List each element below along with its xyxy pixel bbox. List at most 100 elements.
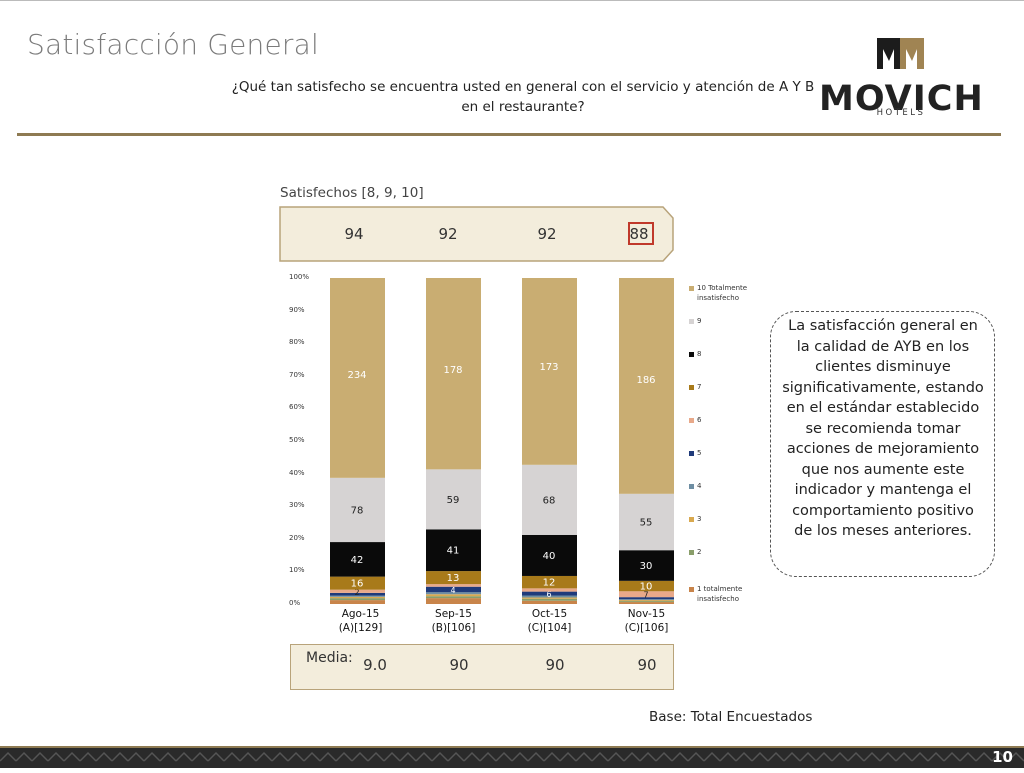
bar-segment — [330, 576, 385, 590]
x-tick-label: Sep-15 (B)[106] — [431, 608, 476, 634]
data-label: 68 — [543, 495, 556, 506]
legend-swatch — [689, 516, 694, 522]
data-label: 13 — [447, 573, 460, 584]
bar-segment — [426, 598, 481, 604]
satisfechos-value: 92 — [537, 225, 557, 243]
movich-logo: MOVICH HOTELS — [815, 35, 990, 125]
base-note: Base: Total Encuestados — [649, 709, 813, 725]
bar-segment — [522, 278, 577, 465]
data-label: 10 — [640, 582, 653, 593]
bar-segment — [522, 534, 577, 576]
data-label: 41 — [447, 546, 460, 557]
legend-swatch — [689, 285, 694, 291]
satisfechos-value: 92 — [438, 225, 458, 243]
legend-item: 1 totalmente insatisfecho — [689, 584, 757, 604]
page-title: Satisfacción General — [27, 28, 319, 61]
bar-segment — [426, 594, 481, 597]
y-tick-label: 0% — [289, 599, 301, 607]
y-tick-label: 90% — [289, 305, 305, 314]
bar-segment — [426, 571, 481, 585]
page-number: 10 — [992, 748, 1013, 766]
x-tick-label: Oct-15 (C)[104] — [527, 608, 572, 634]
bar-segment — [619, 493, 674, 551]
footer-pattern — [0, 746, 1024, 768]
legend-item: 3 — [689, 514, 701, 524]
bar-segment — [619, 599, 674, 601]
bar-segment — [330, 598, 385, 601]
bar-segment — [426, 596, 481, 599]
legend-label: 5 — [697, 449, 702, 457]
legend-label: 6 — [697, 416, 702, 424]
satisfechos-label: Satisfechos [8, 9, 10] — [280, 185, 424, 201]
y-tick-label: 50% — [289, 436, 305, 444]
legend-item: 9 — [689, 316, 701, 326]
legend-label: 7 — [697, 383, 702, 391]
data-label: 6 — [546, 590, 551, 599]
data-label: 59 — [447, 495, 460, 506]
y-tick-label: 20% — [289, 533, 305, 542]
highlight-box — [628, 222, 654, 245]
bar-segment — [619, 597, 674, 600]
y-tick-label: 60% — [289, 403, 305, 412]
legend-label: 10 Totalmente insatisfecho — [697, 284, 748, 302]
y-tick-label: 10% — [289, 566, 305, 575]
media-value: 90 — [449, 656, 469, 674]
legend-swatch — [689, 450, 694, 456]
bar-segment — [330, 596, 385, 599]
footer-band — [0, 746, 1024, 768]
bar-segment — [522, 595, 577, 598]
top-border — [0, 0, 1024, 1]
bar-segment — [330, 595, 385, 597]
legend-item: 7 — [689, 382, 701, 392]
y-tick-label: 80% — [289, 338, 305, 347]
bar-segment — [330, 542, 385, 577]
bar-segment — [619, 278, 674, 494]
legend-label: 1 totalmente insatisfecho — [697, 585, 743, 603]
x-tick-label: Nov-15 (C)[106] — [624, 608, 669, 634]
legend-label: 4 — [697, 482, 702, 490]
y-tick-label: 40% — [289, 468, 305, 477]
survey-question: ¿Qué tan satisfecho se encuentra usted e… — [231, 79, 815, 115]
bar-segment — [619, 580, 674, 592]
y-tick-label: 30% — [289, 501, 305, 510]
logo-subtitle: HOTELS — [876, 108, 926, 118]
bar-segment — [426, 592, 481, 595]
data-label: 55 — [640, 518, 653, 529]
legend-swatch — [689, 318, 694, 324]
bar-segment — [426, 584, 481, 587]
bar-segment — [522, 588, 577, 592]
bar-segment — [330, 592, 385, 596]
data-label: 40 — [543, 551, 556, 562]
bar-segment — [426, 278, 481, 470]
bar-segment — [330, 477, 385, 543]
satisfechos-box — [279, 206, 674, 262]
legend-swatch — [689, 384, 694, 390]
logo-wordmark: MOVICH — [819, 79, 984, 119]
data-label: 186 — [636, 375, 655, 386]
legend-swatch — [689, 351, 694, 357]
bar-segment — [426, 529, 481, 572]
y-tick-label: 70% — [289, 370, 305, 379]
data-label: 4 — [450, 586, 455, 595]
legend-item: 8 — [689, 349, 701, 359]
legend-label: 8 — [697, 350, 702, 358]
satisfechos-value: 94 — [344, 225, 364, 243]
media-value: 9.0 — [363, 656, 387, 674]
legend-label: 3 — [697, 515, 702, 523]
bar-segment — [619, 602, 674, 604]
bar-segment — [619, 601, 674, 603]
satisfechos-value: 88 — [629, 225, 649, 243]
data-label: 78 — [351, 505, 364, 516]
x-tick-label: Ago-15 (A)[129] — [338, 608, 383, 634]
legend-swatch — [689, 586, 694, 592]
data-label: 178 — [443, 365, 462, 376]
legend-item: 10 Totalmente insatisfecho — [689, 283, 757, 303]
bar-segment — [330, 589, 385, 593]
bar-segment — [522, 464, 577, 535]
legend-item: 4 — [689, 481, 701, 491]
movich-emblem-icon — [877, 38, 924, 69]
legend-swatch — [689, 549, 694, 555]
bar-segment — [522, 575, 577, 589]
media-box — [290, 644, 674, 690]
